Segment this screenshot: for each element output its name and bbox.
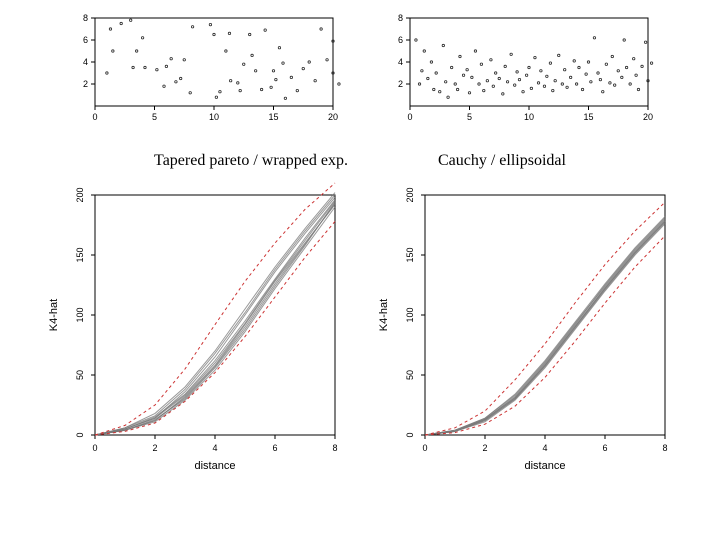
bottom-curve-row: 0 2 4 6 8 distance 0 50 100 150 200 K4-hat 0 2 4 6 8 dis…: [0, 176, 720, 485]
svg-text:2: 2: [83, 79, 88, 89]
scatter-left-panel: 0 5 10 15 20 2 4 6 8: [60, 10, 345, 140]
svg-text:0: 0: [92, 112, 97, 122]
svg-text:4: 4: [212, 443, 217, 453]
svg-text:100: 100: [405, 307, 415, 322]
svg-text:distance: distance: [525, 460, 566, 472]
curve-right-panel: 0 2 4 6 8 distance 0 50 100 150 200 K4-hat: [370, 180, 680, 485]
svg-text:8: 8: [398, 13, 403, 23]
svg-text:8: 8: [332, 443, 337, 453]
curve-right-svg: 0 2 4 6 8 distance 0 50 100 150 200 K4-hat: [370, 180, 680, 480]
svg-text:6: 6: [602, 443, 607, 453]
curve-left-panel: 0 2 4 6 8 distance 0 50 100 150 200 K4-hat: [40, 180, 350, 485]
svg-text:8: 8: [83, 13, 88, 23]
svg-text:20: 20: [643, 112, 653, 122]
title-left: Tapered pareto / wrapped exp.: [154, 152, 348, 170]
svg-text:20: 20: [328, 112, 338, 122]
svg-text:0: 0: [75, 432, 85, 437]
svg-text:5: 5: [152, 112, 157, 122]
svg-text:100: 100: [75, 307, 85, 322]
curve-left-svg: 0 2 4 6 8 distance 0 50 100 150 200 K4-hat: [40, 180, 350, 480]
titles-row: Tapered pareto / wrapped exp. Cauchy / e…: [0, 140, 720, 176]
svg-text:6: 6: [398, 35, 403, 45]
scatter-right-svg: 0 5 10 15 20 2 4 6 8: [375, 10, 660, 135]
svg-text:8: 8: [662, 443, 667, 453]
svg-text:15: 15: [583, 112, 593, 122]
top-scatter-row: 0 5 10 15 20 2 4 6 8 0 5 10 15 20 2 4 6 8: [0, 0, 720, 140]
svg-text:4: 4: [83, 57, 88, 67]
figure-container: 051015202468 051015202468 Tapered pareto…: [0, 0, 720, 540]
svg-text:2: 2: [398, 79, 403, 89]
svg-text:2: 2: [152, 443, 157, 453]
svg-text:15: 15: [268, 112, 278, 122]
svg-text:6: 6: [83, 35, 88, 45]
svg-text:6: 6: [272, 443, 277, 453]
svg-text:50: 50: [75, 370, 85, 380]
svg-text:K4-hat: K4-hat: [48, 299, 60, 331]
svg-text:5: 5: [467, 112, 472, 122]
svg-text:4: 4: [542, 443, 547, 453]
svg-text:200: 200: [405, 187, 415, 202]
svg-text:0: 0: [407, 112, 412, 122]
svg-text:10: 10: [524, 112, 534, 122]
svg-text:0: 0: [92, 443, 97, 453]
svg-text:10: 10: [209, 112, 219, 122]
scatter-right-panel: 0 5 10 15 20 2 4 6 8: [375, 10, 660, 140]
svg-text:200: 200: [75, 187, 85, 202]
scatter-left-svg: 0 5 10 15 20 2 4 6 8: [60, 10, 345, 135]
svg-text:50: 50: [405, 370, 415, 380]
svg-text:4: 4: [398, 57, 403, 67]
svg-text:K4-hat: K4-hat: [378, 299, 390, 331]
svg-text:distance: distance: [195, 460, 236, 472]
svg-text:150: 150: [75, 247, 85, 262]
svg-text:0: 0: [422, 443, 427, 453]
svg-text:0: 0: [405, 432, 415, 437]
svg-text:2: 2: [482, 443, 487, 453]
svg-text:150: 150: [405, 247, 415, 262]
title-right: Cauchy / ellipsoidal: [438, 152, 566, 170]
